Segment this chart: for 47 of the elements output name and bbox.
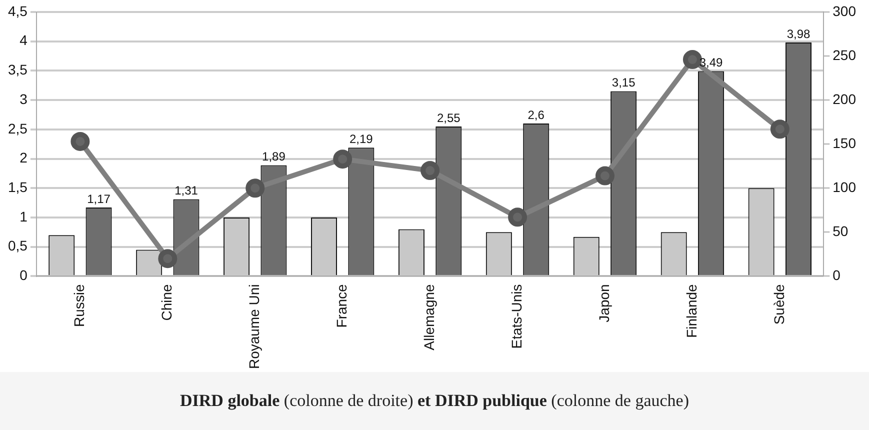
x-tick-label: Royaume Uni [246,284,262,370]
y-tick-label: 3 [20,90,28,107]
data-label: 2,6 [528,108,545,122]
y2-tick-label: 250 [832,46,856,63]
y-tick-label: 0,5 [8,238,28,254]
point [246,178,265,198]
y2-tick-label: 50 [832,223,848,240]
point [420,161,440,180]
y2-tick-label: 150 [832,134,856,151]
text: (colonne de droite) [284,391,414,410]
y-tick-label: 1,5 [8,178,28,195]
x-tick-label: Allemagne [420,284,437,350]
y-tick-label: 1 [20,208,28,224]
x-tick-label: Finlande [683,284,700,338]
y-tick-label: 0 [20,267,28,284]
data-label: 3,98 [786,26,810,41]
x-tick-label: Suède [770,284,787,325]
text: DIRD globale [180,391,280,410]
x-tick-label: Chine [158,284,175,321]
data-label: 2,55 [436,110,461,125]
y-tick-label: 2 [20,150,28,166]
x-tick-label: Russie [71,284,88,327]
point [770,120,790,139]
data-label: 2,19 [349,132,374,146]
y-tick-label: 4 [20,32,28,48]
y-tick-label: 2,5 [8,120,28,136]
text: (colonne de gauche) [551,391,689,410]
text: et DIRD publique [418,391,547,410]
data-label: 1,17 [87,192,111,206]
point [158,249,178,268]
y2-tick-label: 100 [832,178,856,195]
x-tick-label: France [333,284,350,328]
point [508,208,528,227]
y2-tick-label: 0 [832,267,841,284]
y2-tick-label: 300 [832,2,856,19]
data-label: 1,31 [174,184,198,198]
point [682,50,702,70]
y-tick-label: 4,5 [8,2,28,19]
point [595,166,614,186]
x-tick-label: Japon [596,284,612,322]
point [333,150,352,169]
y-tick-label: 3,5 [8,62,28,78]
data-label: 3,15 [612,76,636,90]
x-tick-label: Etats-Unis [508,284,524,349]
data-label: 1,89 [262,150,286,164]
point [70,132,90,151]
y2-tick-label: 200 [832,90,856,107]
